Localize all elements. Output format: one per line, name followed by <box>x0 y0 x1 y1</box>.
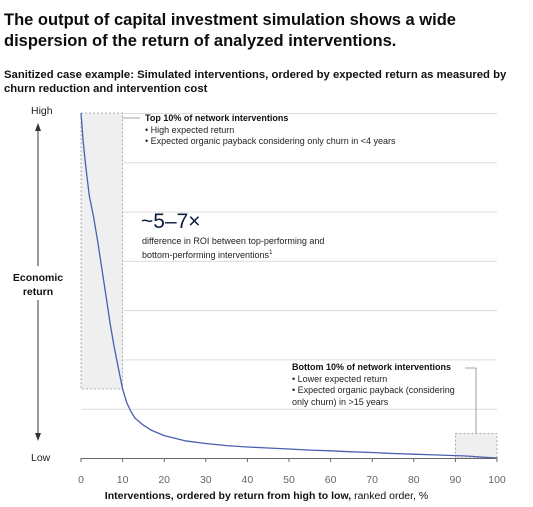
top-10-highlight <box>80 112 123 390</box>
bottom-annotation-leader <box>465 367 477 434</box>
chart-subtitle: Sanitized case example: Simulated interv… <box>4 69 507 95</box>
bottom-annotation-heading: Bottom 10% of network interventions <box>292 362 452 372</box>
x-tick-label: 20 <box>158 474 170 486</box>
bottom-annotation: Bottom 10% of network interventions Lowe… <box>292 362 467 408</box>
x-axis-title-bold: Interventions, ordered by return from hi… <box>104 490 352 502</box>
top-annotation-bullet: Expected organic payback considering onl… <box>145 136 425 148</box>
x-tick-label: 80 <box>408 474 420 486</box>
bottom-annotation-bullet: Expected organic payback (considering on… <box>292 385 467 408</box>
roi-footnote: 1 <box>269 249 273 256</box>
x-tick-label: 50 <box>283 474 295 486</box>
y-arrow-down-head <box>35 433 41 441</box>
top-annotation: Top 10% of network interventions High ex… <box>145 113 425 148</box>
top-annotation-bullet: High expected return <box>145 125 425 137</box>
x-tick-label: 70 <box>366 474 378 486</box>
x-tick-label: 0 <box>78 474 84 486</box>
y-high-label: High <box>31 105 53 117</box>
bottom-10-highlight <box>454 433 498 459</box>
x-axis-title-rest: ranked order, % <box>351 490 429 502</box>
roi-callout-value: ~5–7× <box>141 210 201 233</box>
x-tick-label: 60 <box>325 474 337 486</box>
x-tick-label: 90 <box>450 474 462 486</box>
x-axis-title: Interventions, ordered by return from hi… <box>0 490 533 502</box>
y-arrow-up-head <box>35 123 41 131</box>
x-tick-label: 30 <box>200 474 212 486</box>
chart-title: The output of capital investment simulat… <box>4 11 456 50</box>
x-tick-label: 10 <box>117 474 129 486</box>
series-line <box>80 112 498 459</box>
bottom-annotation-bullet: Lower expected return <box>292 374 467 386</box>
x-tick-label: 100 <box>488 474 506 486</box>
roi-callout-text: difference in ROI between top-performing… <box>142 236 325 260</box>
roi-callout-description: difference in ROI between top-performing… <box>142 236 352 261</box>
top-annotation-heading: Top 10% of network interventions <box>145 113 289 123</box>
x-tick-label: 40 <box>242 474 254 486</box>
y-axis-title: Economic return <box>12 272 64 298</box>
y-low-label: Low <box>31 452 51 464</box>
